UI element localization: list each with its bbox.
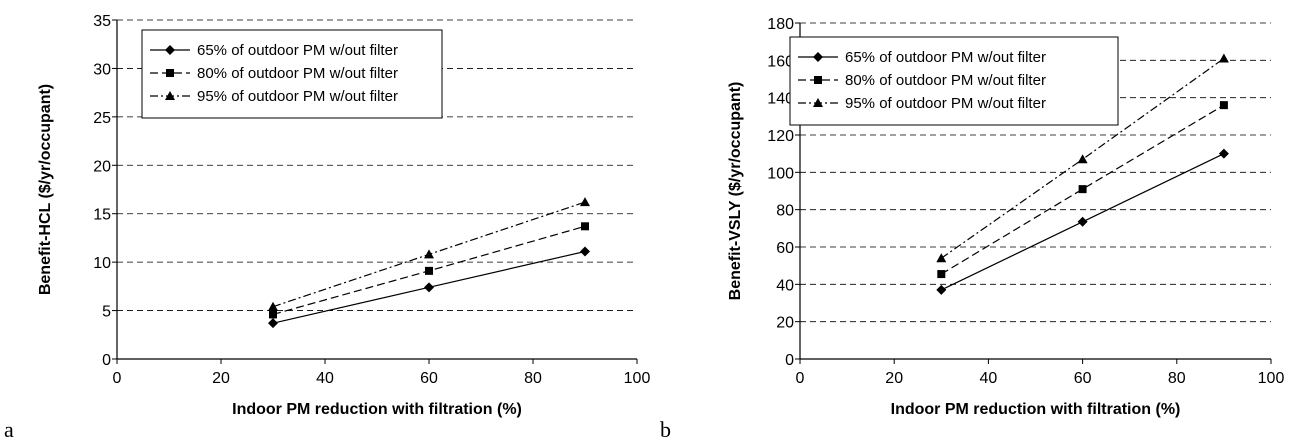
legend-entry: 65% of outdoor PM w/out filter [845,49,1046,66]
x-tick-label: 20 [885,370,903,387]
y-tick-label: 20 [776,315,794,332]
y-tick-label: 100 [767,165,794,182]
data-point [1219,101,1228,110]
x-tick-label: 40 [316,370,334,387]
chart-panel-b: 0 20 40 60 80 100 120 140 160 180 0 20 40 60 80 100 Indo… [660,16,1284,441]
chart-panel-a: 0 5 10 15 20 25 30 35 0 20 40 60 80 100 Indoor PM redu… [4,13,650,441]
data-point [580,197,590,207]
legend-marker [165,91,175,100]
legend-marker [166,69,174,77]
x-axis-label: Indoor PM reduction with filtration (%) [232,401,522,418]
x-tick-label: 80 [1168,370,1186,387]
data-point [936,253,947,263]
y-axis-label: Benefit-HCL ($/yr/occupant) [37,84,54,295]
y-tick-label: 0 [102,352,111,369]
y-tick-label: 20 [93,158,111,175]
legend-entry: 95% of outdoor PM w/out filter [845,95,1046,112]
y-tick-label: 140 [767,91,794,108]
x-tick-label: 100 [1258,370,1285,387]
y-axis-label: Benefit-VSLY ($/yr/occupant) [727,82,744,301]
y-tick-label: 0 [785,352,794,369]
x-tick-label: 40 [980,370,998,387]
legend-box [141,29,443,119]
y-tick-label: 160 [767,53,794,70]
legend-marker [813,52,823,62]
x-tick-label: 0 [113,370,122,387]
y-tick-label: 30 [93,61,111,78]
legend-entry: 65% of outdoor PM w/out filter [197,42,398,59]
data-point [936,284,947,295]
panel-label: b [660,417,671,441]
data-point [1077,154,1088,164]
y-tick-label: 10 [93,255,111,272]
y-tick-label: 5 [102,304,111,321]
x-tick-label: 100 [624,370,651,387]
x-axis-label: Indoor PM reduction with filtration (%) [891,401,1181,418]
data-point [268,301,278,311]
y-tick-label: 35 [93,13,111,30]
data-point [269,310,277,319]
x-tick-label: 80 [524,370,542,387]
data-point [937,270,946,279]
legend-marker [165,45,175,55]
panel-label: a [4,417,14,441]
y-tick-label: 180 [767,16,794,33]
x-tick-label: 60 [420,370,438,387]
legend-entry: 95% of outdoor PM w/out filter [197,88,398,105]
data-point [581,222,589,231]
legend-entry: 80% of outdoor PM w/out filter [845,72,1046,89]
data-point [1077,216,1088,227]
data-point [1218,148,1229,159]
data-point [424,282,434,293]
y-tick-label: 120 [767,128,794,145]
legend-entry: 80% of outdoor PM w/out filter [197,65,398,82]
legend: 65% of outdoor PM w/out filter 80% of out… [789,36,1119,126]
data-point [425,266,433,275]
x-tick-label: 0 [796,370,805,387]
y-tick-label: 40 [776,277,794,294]
data-point [1218,53,1229,63]
legend-marker [813,98,823,107]
x-tick-label: 60 [1074,370,1092,387]
y-tick-label: 80 [776,203,794,220]
x-tick-label: 20 [212,370,230,387]
legend: 65% of outdoor PM w/out filter 80% of out… [141,29,443,119]
data-point [1078,185,1087,194]
data-point [424,249,434,259]
series-line-2 [940,104,1225,275]
y-tick-label: 25 [93,110,111,127]
y-tick-label: 60 [776,240,794,257]
data-point [580,246,590,257]
legend-marker [814,76,822,84]
legend-box [789,36,1119,126]
data-point [268,318,278,329]
y-tick-label: 15 [93,207,111,224]
